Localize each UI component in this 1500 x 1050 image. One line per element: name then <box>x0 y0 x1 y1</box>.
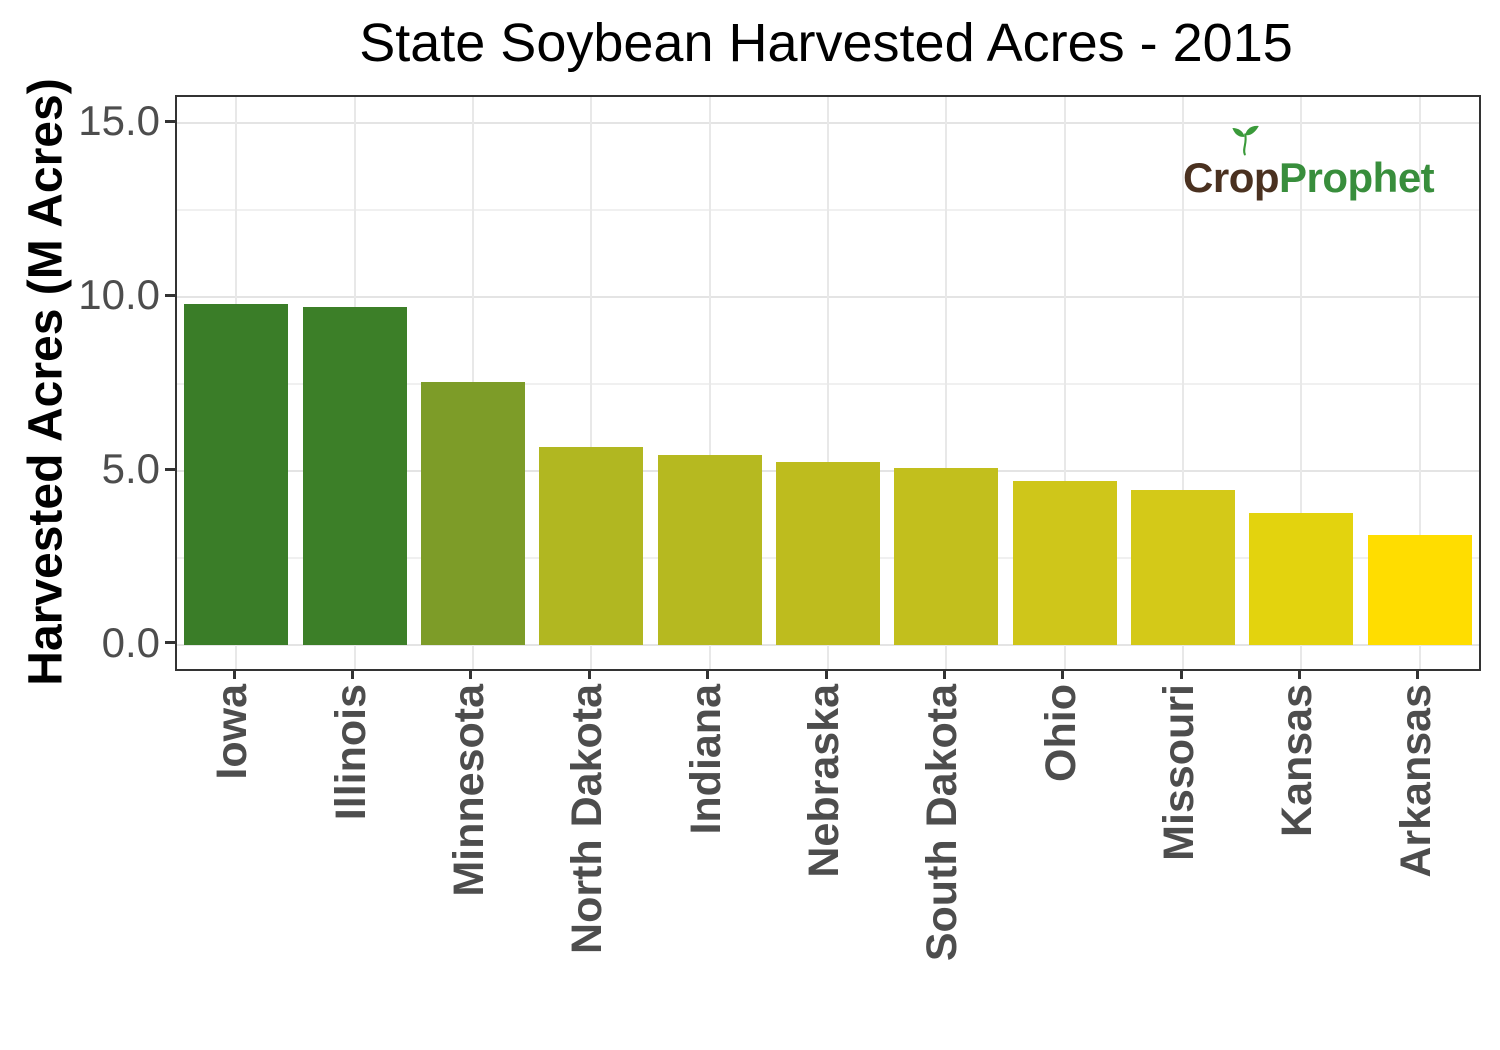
gridline-vertical-indiana <box>708 97 711 669</box>
x-tick-label-iowa: Iowa <box>208 684 257 780</box>
gridline-vertical-arkansas <box>1418 97 1421 669</box>
y-tick-mark-0 <box>165 641 175 645</box>
x-tick-mark-nebraska <box>824 669 828 679</box>
logo-crop-o: o <box>1228 125 1259 202</box>
bar-ohio <box>1012 481 1117 645</box>
logo-crop-cr: Cr <box>1183 154 1229 201</box>
gridline-vertical-missouri <box>1182 97 1185 669</box>
x-tick-mark-ohio <box>1061 669 1065 679</box>
y-tick-mark-5 <box>165 467 175 471</box>
y-tick-mark-15 <box>165 119 175 123</box>
x-tick-label-south-dakota: South Dakota <box>918 684 967 962</box>
bar-nebraska <box>776 462 880 645</box>
logo-crop-p: p <box>1253 154 1280 201</box>
x-tick-label-north-dakota: North Dakota <box>563 684 612 954</box>
gridline-vertical-south-dakota <box>945 97 948 669</box>
bar-iowa <box>184 304 289 645</box>
sprout-icon <box>1232 125 1259 156</box>
y-tick-label-5: 5.0 <box>101 445 160 493</box>
x-tick-mark-indiana <box>706 669 710 679</box>
x-tick-mark-north-dakota <box>587 669 591 679</box>
x-tick-label-minnesota: Minnesota <box>444 684 493 897</box>
gridline-vertical-kansas <box>1300 97 1303 669</box>
y-axis-title: Harvested Acres (M Acres) <box>19 78 73 686</box>
x-tick-mark-south-dakota <box>942 669 946 679</box>
bar-north-dakota <box>539 446 644 645</box>
bar-arkansas <box>1367 535 1472 645</box>
x-tick-label-ohio: Ohio <box>1036 684 1085 782</box>
x-tick-label-illinois: Illinois <box>326 684 375 821</box>
bar-south-dakota <box>894 467 999 645</box>
gridline-vertical-ohio <box>1063 97 1066 669</box>
bar-indiana <box>657 455 762 645</box>
y-tick-label-0: 0.0 <box>101 618 160 666</box>
x-tick-label-indiana: Indiana <box>681 684 730 835</box>
chart-title: State Soybean Harvested Acres - 2015 <box>359 13 1293 73</box>
x-tick-mark-iowa <box>232 669 236 679</box>
bar-illinois <box>302 307 407 645</box>
x-tick-label-kansas: Kansas <box>1273 684 1322 837</box>
logo-prophet: Prophet <box>1279 154 1435 201</box>
bar-minnesota <box>420 382 525 645</box>
y-tick-label-15: 15.0 <box>78 97 160 145</box>
x-tick-mark-minnesota <box>469 669 473 679</box>
bar-kansas <box>1249 512 1354 645</box>
x-tick-mark-illinois <box>351 669 355 679</box>
x-tick-label-nebraska: Nebraska <box>800 684 848 878</box>
x-tick-mark-kansas <box>1297 669 1301 679</box>
x-tick-mark-arkansas <box>1416 669 1420 679</box>
plot-panel <box>175 95 1481 671</box>
cropprophet-logo: Cr opProphet <box>1183 125 1435 202</box>
gridline-vertical-nebraska <box>827 97 829 669</box>
x-tick-mark-missouri <box>1179 669 1183 679</box>
y-tick-mark-10 <box>165 293 175 297</box>
x-tick-label-missouri: Missouri <box>1155 684 1204 861</box>
x-tick-label-arkansas: Arkansas <box>1391 684 1440 878</box>
logo-crop-o-letter: o <box>1228 154 1255 201</box>
gridline-vertical-north-dakota <box>590 97 593 669</box>
y-tick-label-10: 10.0 <box>78 271 160 319</box>
bar-missouri <box>1131 490 1236 645</box>
